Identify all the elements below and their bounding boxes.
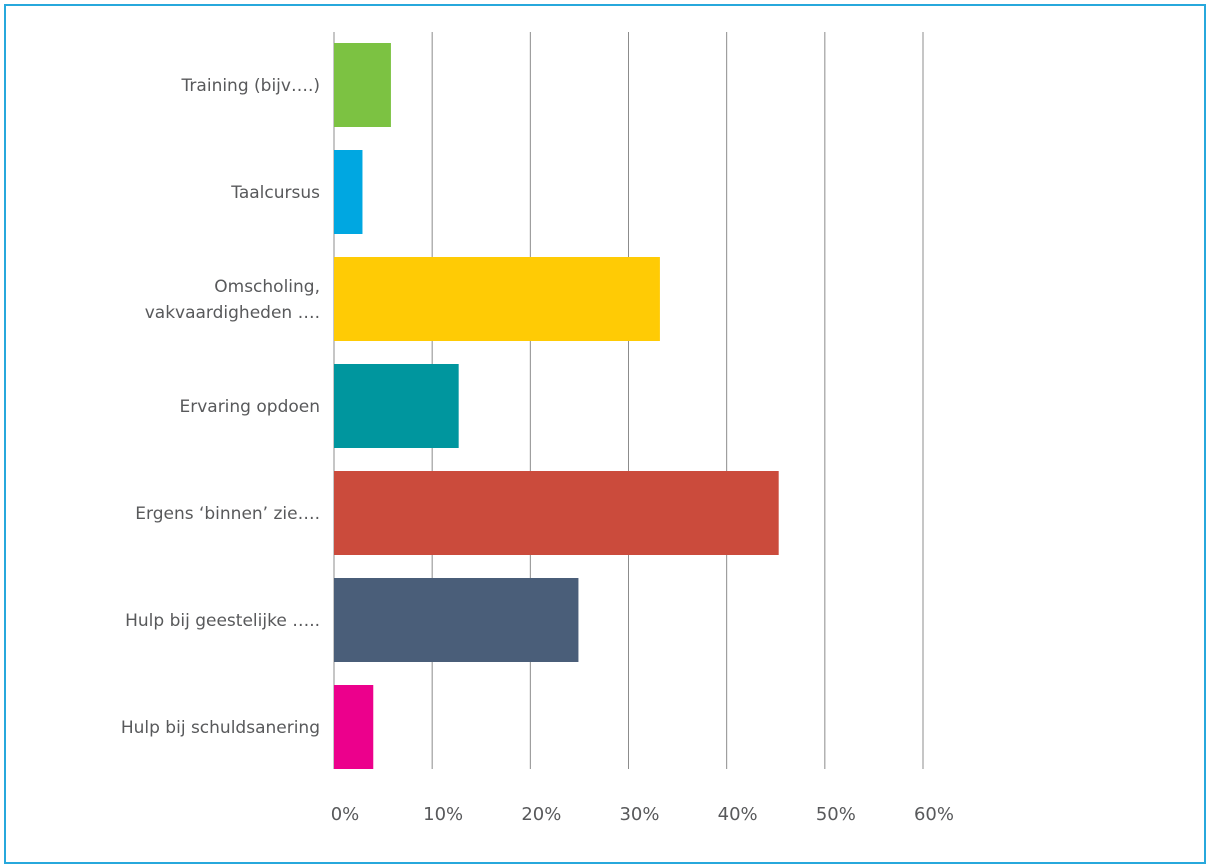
bar-3 [334,257,660,341]
x-tick-label: 20% [521,804,561,825]
bars [334,43,779,769]
bar-4 [334,364,459,448]
x-tick-labels: 0% 10% 20% 30% 40% 50% 60% [331,804,954,825]
category-label-line: Ervaring opdoen [179,397,320,417]
category-label: Ervaring opdoen [179,397,320,417]
category-label-line: Omscholing, [214,277,320,297]
x-tick-label: 40% [718,804,758,825]
x-tick-label: 30% [619,804,659,825]
category-label-line: Hulp bij geestelijke ….. [125,611,320,631]
category-label-line: vakvaardigheden …. [145,303,320,323]
category-labels: Training (bijv….) Taalcursus Omscholing, va… [121,76,320,738]
category-label: Hulp bij schuldsanering [121,718,320,738]
category-label: Taalcursus [230,183,320,203]
category-label-line: Training (bijv….) [181,76,320,96]
category-label: Training (bijv….) [181,76,320,96]
category-label: Hulp bij geestelijke ….. [125,611,320,631]
x-tick-label: 0% [331,804,360,825]
bar-1 [334,43,391,127]
bar-2 [334,150,363,234]
x-tick-label: 10% [423,804,463,825]
category-label: Omscholing, vakvaardigheden …. [145,277,320,323]
bar-5 [334,471,779,555]
bar-7 [334,685,374,769]
chart-frame [4,4,1206,864]
x-tick-label: 50% [816,804,856,825]
category-label-line: Taalcursus [230,183,320,203]
category-label: Ergens ‘binnen’ zie…. [135,504,320,524]
x-tick-label: 60% [914,804,954,825]
category-label-line: Ergens ‘binnen’ zie…. [135,504,320,524]
category-label-line: Hulp bij schuldsanering [121,718,320,738]
bar-6 [334,578,579,662]
